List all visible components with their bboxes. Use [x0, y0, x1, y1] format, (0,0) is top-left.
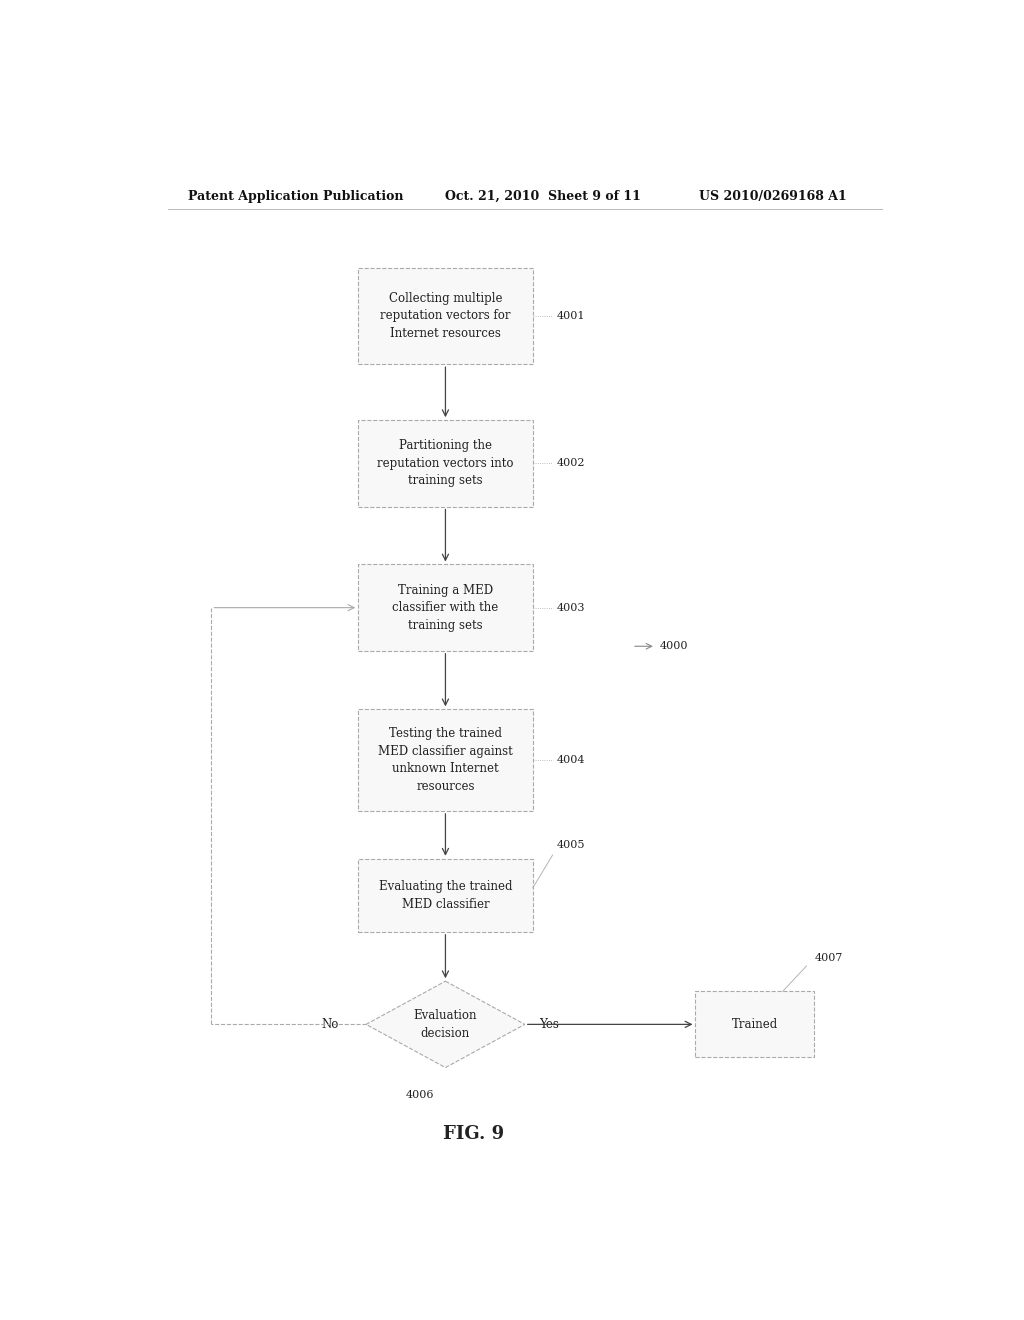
Text: Testing the trained
MED classifier against
unknown Internet
resources: Testing the trained MED classifier again…	[378, 727, 513, 793]
Text: US 2010/0269168 A1: US 2010/0269168 A1	[699, 190, 847, 202]
FancyBboxPatch shape	[695, 991, 814, 1057]
Text: Yes: Yes	[539, 1018, 559, 1031]
Text: 4000: 4000	[659, 642, 688, 651]
Text: 4001: 4001	[557, 312, 585, 321]
Text: 4007: 4007	[814, 953, 843, 962]
FancyBboxPatch shape	[358, 268, 532, 364]
Text: Evaluating the trained
MED classifier: Evaluating the trained MED classifier	[379, 880, 512, 911]
Text: No: No	[321, 1018, 338, 1031]
Polygon shape	[367, 981, 524, 1068]
Text: 4003: 4003	[557, 603, 585, 612]
FancyBboxPatch shape	[358, 709, 532, 810]
Text: 4006: 4006	[406, 1090, 434, 1100]
Text: Evaluation
decision: Evaluation decision	[414, 1008, 477, 1040]
Text: 4002: 4002	[557, 458, 585, 469]
Text: 4005: 4005	[557, 840, 585, 850]
Text: Trained: Trained	[732, 1018, 778, 1031]
FancyBboxPatch shape	[358, 565, 532, 651]
Text: 4004: 4004	[557, 755, 585, 766]
Text: FIG. 9: FIG. 9	[442, 1125, 504, 1143]
Text: Training a MED
classifier with the
training sets: Training a MED classifier with the train…	[392, 583, 499, 632]
Text: Partitioning the
reputation vectors into
training sets: Partitioning the reputation vectors into…	[377, 440, 514, 487]
Text: Oct. 21, 2010  Sheet 9 of 11: Oct. 21, 2010 Sheet 9 of 11	[445, 190, 641, 202]
Text: Patent Application Publication: Patent Application Publication	[187, 190, 403, 202]
Text: Collecting multiple
reputation vectors for
Internet resources: Collecting multiple reputation vectors f…	[380, 292, 511, 341]
FancyBboxPatch shape	[358, 859, 532, 932]
FancyBboxPatch shape	[358, 420, 532, 507]
